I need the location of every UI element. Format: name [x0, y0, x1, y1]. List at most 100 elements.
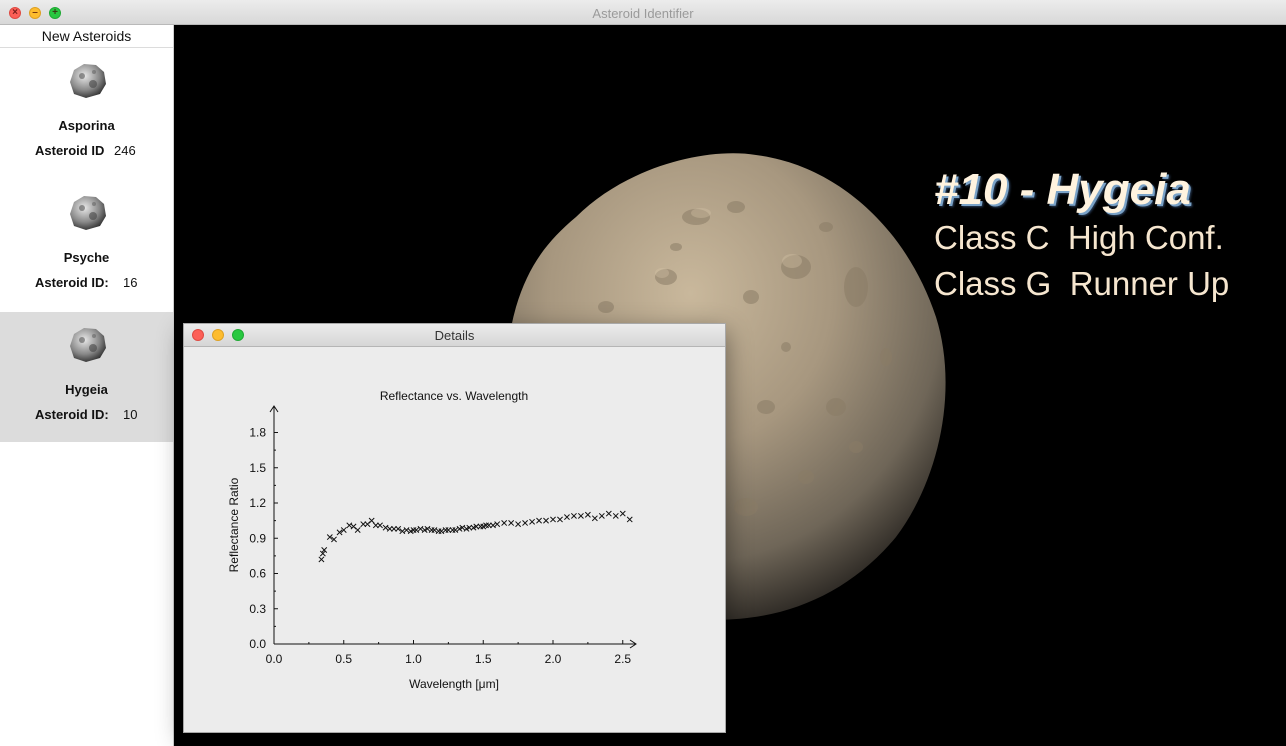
asteroid-icon: [70, 328, 106, 362]
asteroid-id-value: 246: [114, 143, 136, 158]
data-point: [424, 525, 431, 532]
x-tick-label: 0.5: [335, 652, 352, 666]
data-point: [577, 512, 584, 519]
data-point: [372, 522, 379, 529]
data-point: [445, 527, 452, 533]
minimize-window-button[interactable]: –: [29, 7, 41, 19]
data-point: [336, 529, 343, 536]
close-icon: ×: [12, 7, 18, 18]
zoom-icon: +: [52, 7, 58, 18]
data-point: [485, 522, 492, 529]
data-point: [360, 521, 367, 528]
data-point: [331, 536, 337, 543]
window-titlebar[interactable]: × – + Asteroid Identifier: [0, 0, 1286, 25]
data-point: [501, 520, 508, 526]
data-point: [449, 527, 456, 533]
asteroid-id-label: Asteroid ID:: [35, 275, 109, 290]
details-titlebar[interactable]: Details: [184, 324, 725, 347]
data-point: [459, 524, 466, 531]
details-minimize-button[interactable]: [212, 329, 224, 341]
asteroid-list-item-psyche[interactable]: Psyche Asteroid ID: 16: [0, 180, 173, 310]
primary-class: Class C High Conf.: [934, 219, 1224, 256]
data-point: [368, 517, 375, 524]
asteroid-name: Psyche: [63, 250, 110, 265]
data-point: [550, 516, 556, 523]
y-tick-label: 0.0: [249, 637, 266, 651]
data-point: [377, 522, 383, 529]
data-point: [403, 527, 410, 533]
y-tick-label: 0.6: [249, 567, 266, 581]
y-tick-label: 0.3: [249, 602, 266, 616]
data-point: [605, 510, 612, 517]
asteroid-name: Hygeia: [65, 382, 108, 397]
y-tick-label: 1.8: [249, 426, 266, 440]
asteroid-id-label: Asteroid ID:: [35, 407, 109, 422]
x-tick-label: 1.5: [475, 652, 492, 666]
data-point: [399, 528, 406, 535]
data-point: [428, 527, 435, 533]
y-tick-label: 0.9: [249, 531, 266, 545]
data-point: [318, 556, 325, 563]
y-axis-arrow: [269, 405, 279, 413]
asteroid-icon: [70, 64, 106, 98]
data-point: [395, 525, 402, 532]
data-point: [386, 525, 393, 532]
x-tick-label: 2.5: [614, 652, 631, 666]
details-window: Details Reflectance vs. Wavelength 0.0 0.…: [183, 323, 726, 733]
data-point: [508, 520, 515, 526]
data-point: [612, 512, 619, 519]
data-point: [529, 518, 536, 525]
data-point: [570, 512, 577, 519]
classification-overlay: #10 - Hygeia Class C High Conf. Class G …: [934, 165, 1229, 307]
asteroid-sidebar: New Asteroids Asporina Asteroid ID 246 P…: [0, 25, 174, 746]
asteroid-headline: #10 - Hygeia: [934, 165, 1191, 214]
asteroid-id-value: 16: [123, 275, 138, 290]
secondary-class: Class G Runner Up: [934, 265, 1230, 302]
x-axis-label: Wavelength [μm]: [409, 677, 499, 691]
zoom-window-button[interactable]: +: [49, 7, 61, 19]
data-point: [591, 515, 598, 522]
asteroid-list-item-asporina[interactable]: Asporina Asteroid ID 246: [0, 48, 173, 178]
asteroid-id-value: 10: [123, 407, 138, 422]
data-point: [515, 521, 522, 528]
y-tick-label: 1.2: [249, 496, 266, 510]
data-point: [346, 522, 353, 529]
asteroid-list-item-hygeia[interactable]: Hygeia Asteroid ID: 10: [0, 312, 173, 442]
data-point: [626, 516, 633, 523]
data-point: [452, 527, 459, 533]
data-point: [477, 523, 484, 530]
data-point: [382, 524, 389, 531]
data-point: [321, 547, 328, 553]
data-point: [391, 525, 397, 532]
data-point: [522, 520, 529, 526]
x-tick-label: 0.0: [266, 652, 283, 666]
data-point: [319, 550, 326, 557]
data-point: [543, 517, 549, 524]
asteroid-id-label: Asteroid ID: [35, 143, 105, 158]
data-point: [435, 528, 442, 535]
data-point: [598, 512, 605, 519]
asteroid-icon: [70, 196, 106, 230]
data-point: [354, 527, 361, 533]
details-title: Details: [434, 328, 475, 343]
y-axis-label: Reflectance Ratio: [227, 477, 241, 572]
sidebar-header: New Asteroids: [0, 25, 173, 48]
close-window-button[interactable]: ×: [9, 7, 21, 19]
data-point: [340, 527, 347, 533]
data-point: [438, 528, 445, 535]
x-axis-arrow: [629, 639, 637, 649]
data-point: [563, 514, 570, 521]
data-point: [473, 523, 480, 530]
data-point: [619, 510, 626, 517]
details-close-button[interactable]: [192, 329, 204, 341]
data-point: [584, 511, 591, 518]
window-title: Asteroid Identifier: [592, 6, 694, 21]
data-point: [431, 527, 438, 533]
data-point: [413, 527, 420, 533]
data-point: [490, 522, 496, 529]
asteroid-name: Asporina: [58, 118, 115, 133]
data-point: [494, 521, 501, 528]
details-zoom-button[interactable]: [232, 329, 244, 341]
x-tick-label: 2.0: [545, 652, 562, 666]
